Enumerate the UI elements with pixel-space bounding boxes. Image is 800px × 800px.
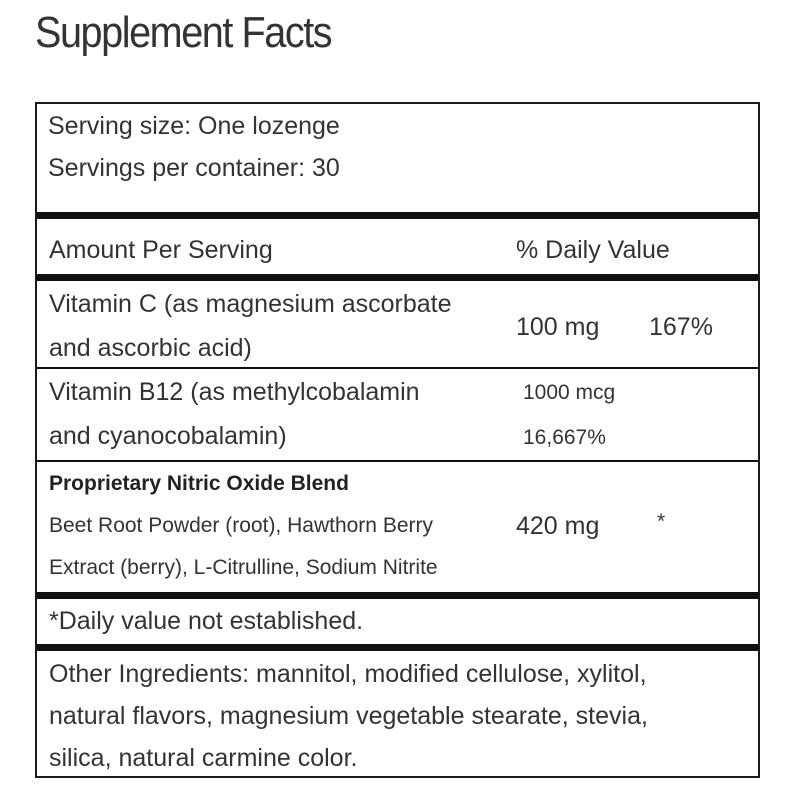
servings-per-container: Servings per container: 30 xyxy=(48,154,340,182)
nutrient-description: (as magnesium ascorbate xyxy=(163,290,452,318)
other-ingredients-line: natural flavors, magnesium vegetable ste… xyxy=(49,702,648,730)
nutrient-line: Vitamin B12 (as methylcobalamin xyxy=(49,378,420,407)
nutrient-daily-value: 16,667% xyxy=(523,426,606,449)
nutrient-amount: 1000 mcg xyxy=(523,381,616,404)
blend-name: Proprietary Nitric Oxide Blend xyxy=(49,472,349,495)
footnote: *Daily value not established. xyxy=(49,607,364,635)
supplement-facts-panel: Serving size: One lozenge Servings per c… xyxy=(35,102,760,778)
nutrient-daily-value: 167% xyxy=(649,313,713,341)
amount-per-serving-header: Amount Per Serving xyxy=(49,236,273,264)
other-ingredients-line: silica, natural carmine color. xyxy=(49,744,358,772)
blend-ingredients: Beet Root Powder (root), Hawthorn Berry xyxy=(49,514,433,537)
nutrient-description-cont: and ascorbic acid) xyxy=(49,334,252,362)
blend-daily-value: * xyxy=(657,510,666,533)
nutrient-name: Vitamin B12 xyxy=(49,378,184,406)
divider-thick xyxy=(37,274,758,281)
nutrient-line: Vitamin C (as magnesium ascorbate xyxy=(49,290,452,319)
divider-thin xyxy=(37,367,758,369)
nutrient-description: (as methylcobalamin xyxy=(190,378,420,406)
divider-thin xyxy=(37,460,758,462)
other-ingredients-line: Other Ingredients: mannitol, modified ce… xyxy=(49,660,647,688)
blend-amount: 420 mg xyxy=(516,512,600,540)
divider-thick xyxy=(37,644,758,651)
nutrient-name: Vitamin C xyxy=(49,290,157,318)
divider-thick xyxy=(37,212,758,219)
divider-thick xyxy=(37,592,758,599)
nutrient-description-cont: and cyanocobalamin) xyxy=(49,422,287,450)
blend-ingredients-cont: Extract (berry), L-Citrulline, Sodium Ni… xyxy=(49,556,438,579)
page-title: Supplement Facts xyxy=(35,8,333,57)
daily-value-header: % Daily Value xyxy=(516,236,670,264)
serving-size: Serving size: One lozenge xyxy=(48,112,340,140)
nutrient-amount: 100 mg xyxy=(516,313,600,341)
